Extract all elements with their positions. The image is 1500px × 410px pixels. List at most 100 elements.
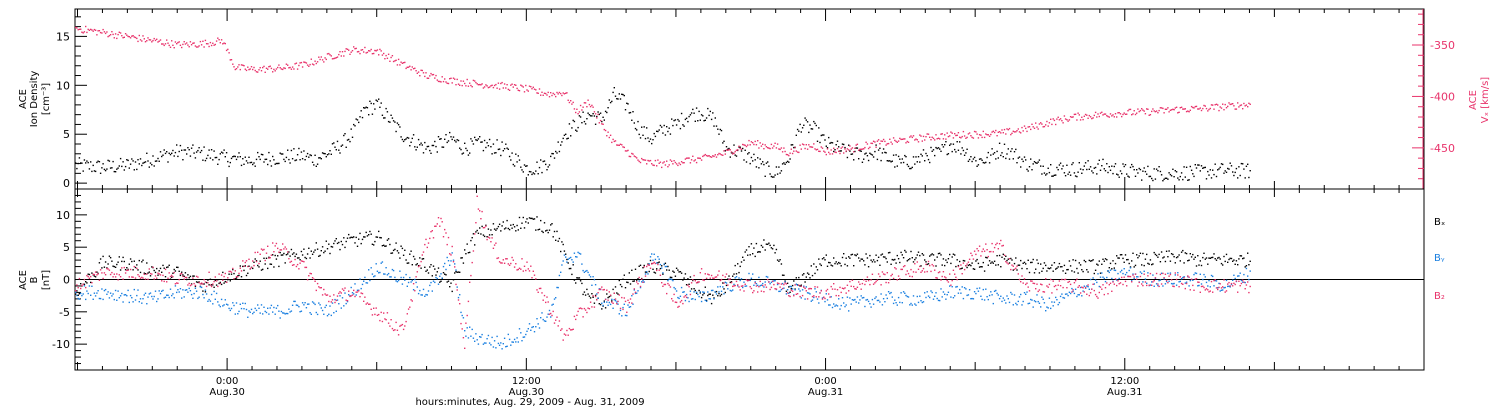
bz-point [161, 280, 163, 282]
ion-density-point [326, 154, 329, 156]
velocity-vx-point [146, 40, 148, 42]
bz-point [218, 273, 220, 275]
bx-point [188, 277, 190, 279]
ion-density-point [146, 152, 148, 154]
ion-density-point [562, 137, 564, 140]
by-point [1180, 278, 1183, 280]
bz-point [1137, 285, 1139, 287]
bz-point [724, 276, 726, 278]
ion-density-point [781, 163, 784, 165]
ion-density-point [790, 144, 792, 146]
bx-point [301, 254, 304, 256]
bz-point [919, 265, 921, 268]
bz-point [783, 283, 785, 286]
velocity-vx-point [1228, 102, 1230, 104]
by-point [955, 286, 957, 288]
bz-point [1097, 297, 1099, 299]
bz-point [844, 287, 846, 289]
ion-density-point [945, 141, 947, 143]
bx-point [446, 281, 448, 283]
velocity-vx-point [754, 140, 756, 143]
velocity-vx-point [521, 85, 523, 87]
by-point [394, 276, 396, 279]
by-point [816, 298, 819, 300]
bz-point [132, 276, 134, 278]
velocity-vx-point [121, 35, 123, 37]
velocity-vx-point [237, 66, 239, 68]
velocity-vx-point [683, 162, 685, 164]
bz-point [434, 225, 436, 227]
bz-point [1215, 287, 1218, 289]
bz-point [465, 322, 467, 324]
bz-point [674, 301, 677, 303]
ion-density-point [417, 138, 420, 141]
bx-point [204, 291, 207, 293]
by-point [708, 298, 710, 300]
ion-density-point [1177, 177, 1179, 179]
ion-density-point [692, 108, 694, 111]
ion-density-point [583, 120, 586, 123]
bz-point [78, 277, 81, 280]
bz-point [284, 246, 286, 248]
velocity-vx-point [97, 30, 99, 32]
by-point [81, 294, 83, 297]
bx-point [208, 284, 210, 286]
by-point [204, 289, 207, 291]
ion-density-point [657, 130, 659, 133]
bz-point [202, 283, 204, 285]
by-point [962, 297, 965, 300]
ion-density-point [882, 148, 885, 150]
bx-point [479, 227, 481, 229]
by-point [910, 302, 912, 305]
by-point [760, 284, 763, 286]
ion-density-point [598, 113, 600, 116]
velocity-vx-point [259, 67, 261, 69]
bz-point [265, 252, 268, 254]
ion-density-point [407, 137, 410, 139]
bx-point [1079, 264, 1082, 266]
bx-point [343, 237, 345, 239]
bx-point [229, 280, 231, 282]
velocity-vx-point [583, 102, 586, 104]
bx-point [1067, 268, 1069, 271]
ion-density-point [267, 163, 269, 166]
velocity-vx-point [144, 41, 147, 43]
bx-point [1062, 270, 1064, 272]
velocity-vx-point [1187, 110, 1189, 112]
bz-point [316, 282, 319, 285]
velocity-vx-point [414, 67, 416, 69]
bz-point [757, 291, 759, 293]
ion-density-point [566, 138, 568, 140]
bx-point [1035, 268, 1037, 270]
bx-point [319, 254, 321, 257]
velocity-vx-point [296, 68, 299, 70]
velocity-vx-point [739, 147, 741, 150]
bz-point [523, 265, 526, 267]
ion-density-point [1212, 169, 1214, 171]
by-point [586, 269, 588, 272]
bz-point [739, 289, 741, 291]
bx-point [495, 229, 497, 231]
bx-point [986, 257, 988, 259]
by-point [114, 289, 117, 292]
velocity-vx-point [1167, 107, 1169, 109]
velocity-vx-point [493, 84, 496, 87]
bx-point [688, 283, 690, 285]
by-point [774, 280, 776, 282]
ion-density-point [351, 136, 354, 138]
by-point [270, 304, 273, 307]
by-point [896, 304, 898, 306]
by-point [596, 293, 598, 295]
ion-density-point [1198, 164, 1200, 166]
bz-point [779, 286, 781, 288]
by-point [119, 295, 122, 297]
bz-point [666, 292, 668, 295]
bz-point [1026, 282, 1028, 284]
bz-point [1064, 278, 1067, 281]
bx-point [648, 270, 650, 273]
velocity-vx-point [1093, 114, 1095, 117]
ion-density-point [551, 152, 553, 155]
by-point [1053, 301, 1056, 303]
velocity-vx-point [510, 84, 512, 86]
by-point [328, 313, 330, 315]
